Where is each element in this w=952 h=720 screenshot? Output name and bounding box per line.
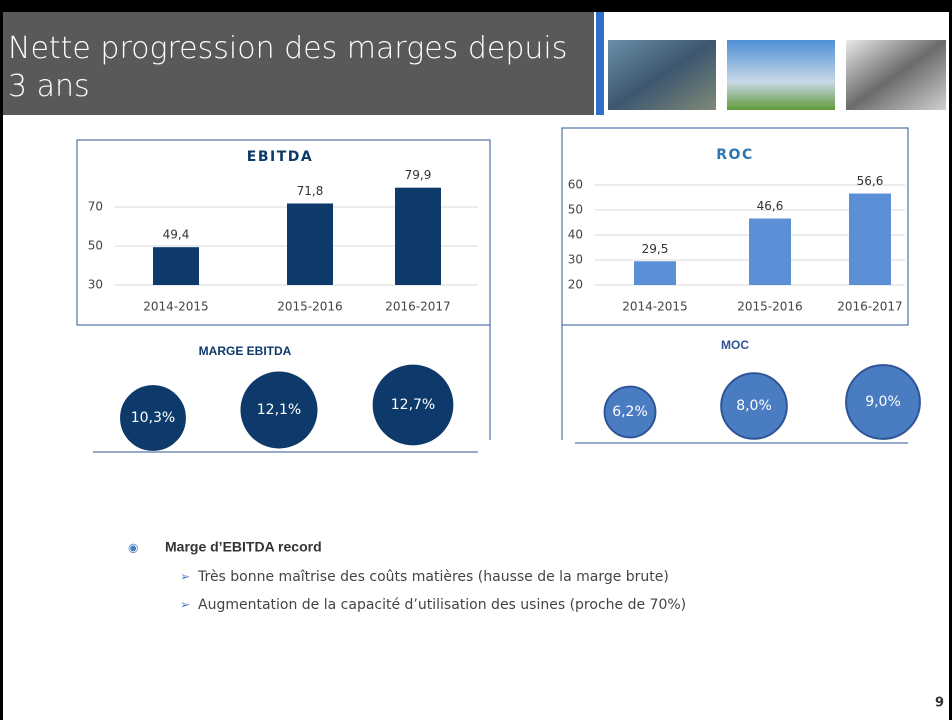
value-label: 71,8	[297, 184, 324, 198]
title-wrap: Nette progression des marges depuis 3 an…	[8, 31, 568, 104]
y-tick-label: 30	[568, 253, 583, 267]
chart-title: EBITDA	[247, 149, 313, 165]
bullet-item: Augmentation de la capacité d’utilisatio…	[198, 597, 686, 613]
value-label: 79,9	[405, 168, 432, 182]
x-tick-label: 2016-2017	[385, 300, 450, 314]
top-band	[0, 0, 952, 12]
page-number: 9	[935, 696, 944, 711]
value-label: 29,5	[642, 242, 669, 256]
bubble-label: 6,2%	[612, 404, 648, 420]
bubble-label: 12,1%	[257, 402, 301, 418]
bubble-label: 12,7%	[391, 397, 435, 413]
y-tick-label: 60	[568, 178, 583, 192]
bubble-label: 8,0%	[736, 398, 772, 414]
y-tick-label: 40	[568, 228, 583, 242]
value-label: 46,6	[757, 199, 784, 213]
chart-box	[561, 127, 909, 326]
slide-title: Nette progression des marges depuis 3 an…	[8, 31, 568, 104]
y-tick-label: 20	[568, 278, 583, 292]
bubble	[845, 364, 921, 440]
photo	[608, 40, 716, 110]
bar	[395, 187, 441, 285]
x-tick-label: 2015-2016	[277, 300, 342, 314]
strip	[596, 12, 604, 115]
y-tick-label: 50	[568, 203, 583, 217]
bullet-item: Très bonne maîtrise des coûts matières (…	[197, 569, 669, 585]
photo	[727, 40, 835, 110]
bar	[749, 218, 791, 285]
value-label: 49,4	[163, 228, 190, 242]
bubble	[120, 385, 186, 451]
bubble	[372, 364, 454, 446]
y-tick-label: 30	[88, 278, 103, 292]
chart-title: ROC	[716, 147, 753, 163]
value-label: 56,6	[857, 174, 884, 188]
left-border	[0, 0, 3, 720]
arrow-bullet: ➢	[180, 570, 190, 584]
bullet-icon: ◉	[128, 541, 138, 555]
x-tick-label: 2016-2017	[837, 300, 902, 314]
chart-title: MOC	[721, 338, 749, 352]
y-tick-label: 50	[88, 239, 103, 253]
bar	[287, 203, 333, 285]
y-tick-label: 70	[88, 200, 103, 214]
right-border	[949, 0, 952, 720]
bar	[634, 261, 676, 285]
bubble	[603, 385, 657, 439]
bullet-heading: Marge d’EBITDA record	[165, 539, 322, 555]
bubble	[720, 372, 788, 440]
chart-box	[76, 139, 491, 326]
bar	[849, 193, 891, 285]
bar	[153, 247, 199, 285]
title-box	[0, 12, 594, 115]
bubble-label: 10,3%	[131, 410, 175, 426]
arrow-bullet: ➢	[180, 598, 190, 612]
x-tick-label: 2015-2016	[737, 300, 802, 314]
chart-title: MARGE EBITDA	[199, 344, 292, 358]
x-tick-label: 2014-2015	[143, 300, 208, 314]
bubble	[240, 371, 318, 449]
x-tick-label: 2014-2015	[622, 300, 687, 314]
photo	[846, 40, 946, 110]
bubble-label: 9,0%	[865, 394, 901, 410]
